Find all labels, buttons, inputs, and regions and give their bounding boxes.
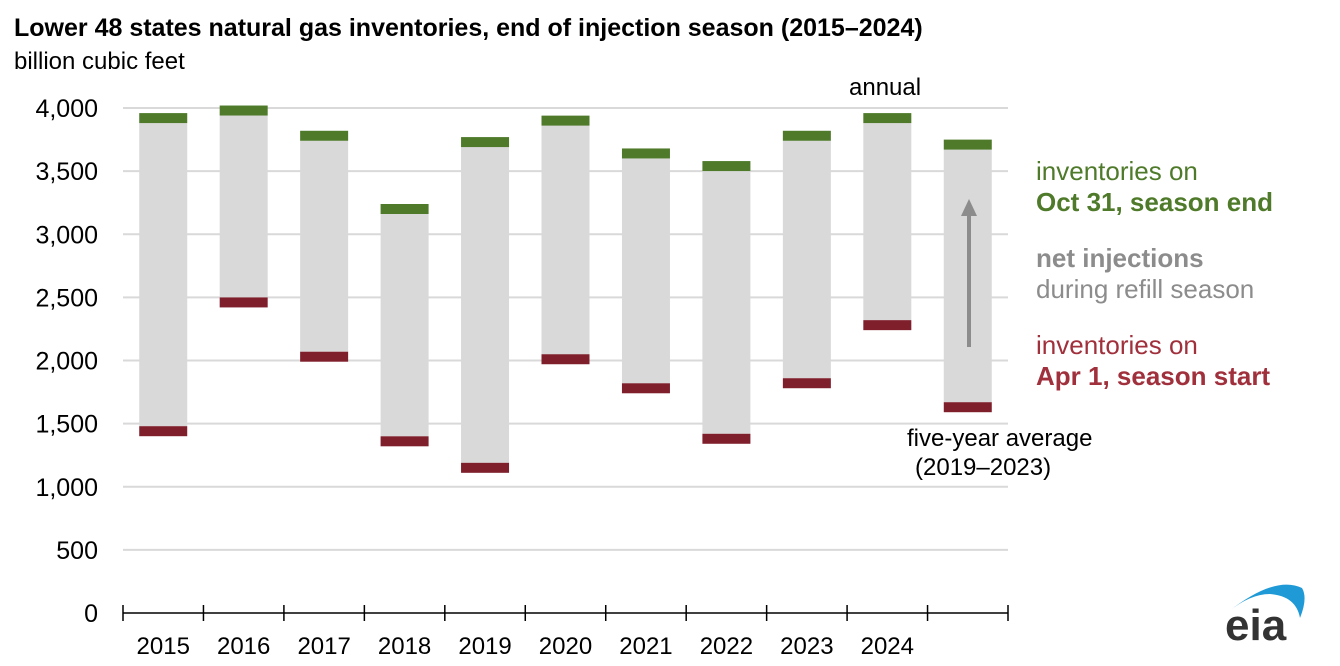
- marker-apr1: [943, 402, 992, 413]
- marker-apr1: [461, 462, 510, 473]
- marker-apr1: [139, 426, 188, 437]
- marker-apr1: [380, 436, 429, 447]
- x-tick-label: 2016: [217, 633, 270, 660]
- annotation-five-year-line2: (2019–2023): [915, 454, 1052, 481]
- bar-net-injections: [380, 214, 429, 437]
- y-tick-label: 0: [84, 600, 98, 628]
- legend-oct31-line1: inventories on: [1036, 156, 1198, 186]
- annotation-annual: annual: [849, 74, 922, 101]
- bar-net-injections: [702, 171, 751, 434]
- bar-net-injections: [782, 140, 831, 379]
- legend-apr1: inventories on Apr 1, season start: [1036, 330, 1270, 392]
- chart-title: Lower 48 states natural gas inventories,…: [14, 14, 923, 42]
- bar-net-injections: [300, 140, 349, 352]
- y-tick-label: 1,500: [35, 411, 98, 439]
- x-tick-label: 2024: [861, 633, 914, 660]
- legend-apr1-line2: Apr 1, season start: [1036, 361, 1271, 391]
- y-axis-unit-label: billion cubic feet: [14, 48, 185, 75]
- marker-oct31: [943, 139, 992, 150]
- marker-apr1: [621, 383, 670, 394]
- y-tick-label: 3,000: [35, 221, 98, 249]
- marker-apr1: [702, 433, 751, 444]
- x-tick-label: 2018: [378, 633, 431, 660]
- marker-oct31: [461, 137, 510, 148]
- legend-injections-line2: during refill season: [1036, 274, 1255, 304]
- y-tick-label: 2,500: [35, 284, 98, 312]
- marker-oct31: [139, 113, 188, 124]
- bar-net-injections: [541, 125, 590, 355]
- marker-oct31: [702, 161, 751, 172]
- marker-oct31: [863, 113, 912, 124]
- marker-apr1: [300, 351, 349, 362]
- x-tick-label: 2020: [539, 633, 592, 660]
- marker-oct31: [541, 115, 590, 126]
- eia-logo: eia: [1225, 584, 1305, 650]
- marker-oct31: [782, 130, 831, 141]
- x-tick-label: 2015: [137, 633, 190, 660]
- bar-net-injections: [621, 158, 670, 384]
- legend-oct31: inventories on Oct 31, season end: [1036, 156, 1273, 218]
- annotation-five-year-average: five-year average (2019–2023): [907, 424, 1092, 482]
- bar-net-injections: [139, 123, 188, 427]
- y-tick-label: 3,500: [35, 158, 98, 186]
- legend-injections-line1: net injections: [1036, 243, 1204, 273]
- y-tick-label: 1,000: [35, 474, 98, 502]
- marker-oct31: [621, 148, 670, 159]
- bar-net-injections: [863, 123, 912, 321]
- bar-net-injections: [219, 115, 268, 298]
- x-tick-label: 2017: [297, 633, 350, 660]
- marker-oct31: [380, 204, 429, 214]
- bar-net-injections: [461, 147, 510, 463]
- y-tick-label: 2,000: [35, 348, 98, 376]
- x-tick-label: 2021: [619, 633, 672, 660]
- y-tick-label: 500: [56, 537, 98, 565]
- marker-apr1: [863, 320, 912, 331]
- marker-apr1: [219, 297, 268, 308]
- x-tick-label: 2022: [700, 633, 753, 660]
- legend-oct31-line2: Oct 31, season end: [1036, 187, 1273, 217]
- y-tick-label: 4,000: [35, 95, 98, 123]
- legend-apr1-line1: inventories on: [1036, 330, 1198, 360]
- annotation-five-year-line1: five-year average: [907, 425, 1093, 452]
- marker-apr1: [541, 354, 590, 365]
- x-tick-label: 2019: [458, 633, 511, 660]
- legend-injections: net injections during refill season: [1036, 243, 1254, 305]
- marker-apr1: [782, 378, 831, 389]
- arrow-icon: [961, 199, 977, 347]
- x-tick-label: 2023: [780, 633, 833, 660]
- marker-oct31: [219, 105, 268, 116]
- eia-logo-text: eia: [1225, 601, 1287, 650]
- marker-oct31: [300, 130, 349, 141]
